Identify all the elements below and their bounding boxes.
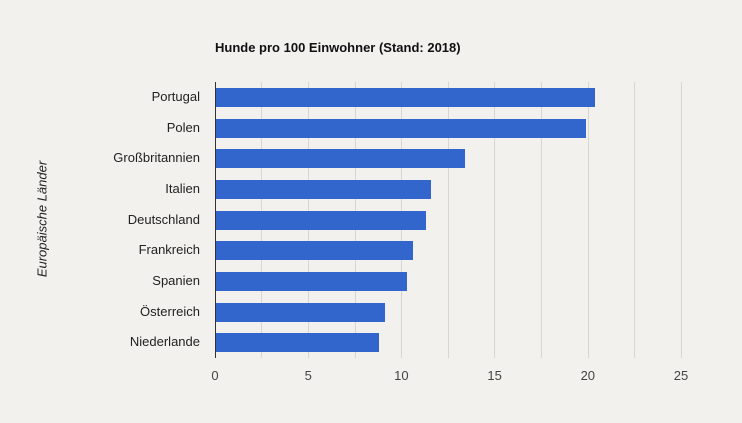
y-axis-label: Europäische Länder	[34, 160, 50, 278]
bar[interactable]	[216, 88, 596, 107]
category-label: Großbritannien	[113, 150, 200, 166]
bar[interactable]	[216, 272, 407, 292]
plot-area	[215, 82, 682, 358]
gridline	[448, 82, 449, 358]
category-label: Frankreich	[138, 242, 200, 258]
gridline	[588, 82, 589, 358]
bar[interactable]	[216, 302, 385, 322]
gridline	[541, 82, 542, 358]
bar[interactable]	[216, 241, 413, 261]
bar[interactable]	[216, 149, 465, 169]
category-label: Deutschland	[127, 211, 200, 227]
x-tick-label: 25	[673, 368, 689, 383]
category-label: Italien	[165, 181, 200, 196]
bar[interactable]	[216, 180, 432, 199]
x-tick-label: 10	[394, 368, 409, 383]
bar[interactable]	[216, 333, 380, 353]
gridline	[634, 82, 635, 358]
y-axis-line	[215, 82, 216, 358]
x-tick-label: 20	[580, 368, 596, 383]
category-label: Niederlande	[129, 334, 200, 350]
category-label: Spanien	[152, 273, 200, 289]
x-tick-label: 5	[304, 368, 312, 383]
x-tick-label: 0	[211, 368, 219, 383]
gridline	[681, 82, 682, 358]
category-label: Portugal	[151, 89, 200, 104]
chart-title: Hunde pro 100 Einwohner (Stand: 2018)	[215, 40, 461, 55]
bar[interactable]	[216, 210, 426, 230]
gridline	[494, 82, 495, 358]
bar[interactable]	[216, 118, 586, 138]
category-label: Österreich	[140, 303, 200, 319]
x-tick-label: 15	[487, 368, 502, 383]
category-label: Polen	[166, 119, 200, 135]
